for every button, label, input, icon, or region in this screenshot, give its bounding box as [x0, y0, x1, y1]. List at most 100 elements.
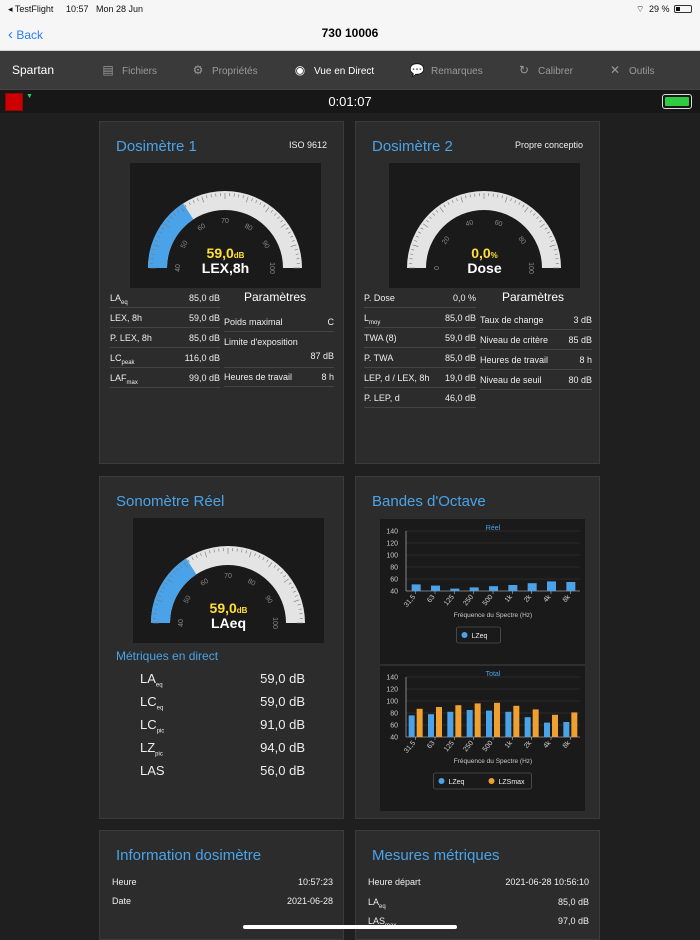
gear-icon: ⚙ — [190, 63, 206, 77]
metric-key: Taux de change — [480, 315, 544, 325]
metric-value: 0,0 % — [453, 293, 476, 303]
y-tick-label: 140 — [386, 675, 398, 682]
metric-key: LEP, d / LEX, 8h — [364, 373, 429, 383]
metric-row: P. Dose 0,0 % — [364, 290, 476, 308]
gauge-tick-label: 70 — [221, 218, 229, 225]
tab-proprietes[interactable]: ⚙Propriétés — [190, 63, 258, 77]
metric-key: LCeq — [140, 694, 163, 712]
x-tick-label: 250 — [462, 740, 475, 754]
x-axis-label: Fréquence du Spectre (Hz) — [454, 612, 532, 619]
bar-lzsmax — [455, 705, 461, 737]
tab-bar: Spartan ▤Fichiers ⚙Propriétés ◉Vue en Di… — [0, 51, 700, 89]
panel-title: Dosimètre 1 — [116, 138, 197, 155]
live-metrics-title: Métriques en direct — [116, 649, 218, 663]
wifi-icon: ⌔ — [636, 4, 644, 15]
gauge-label: LEX,8h — [130, 260, 321, 276]
metric-row: Heures de travail 8 h — [480, 352, 592, 370]
gauge-tick-label: 60 — [200, 578, 210, 588]
bar-lzeq — [489, 586, 498, 591]
bar-lzeq — [505, 712, 511, 737]
eye-icon: ◉ — [292, 63, 308, 77]
panel-title: Mesures métriques — [372, 847, 500, 864]
legend-label: LZeq — [472, 633, 488, 640]
refresh-icon: ↻ — [516, 63, 532, 77]
gauge-tick-label: 40 — [465, 219, 475, 228]
x-tick-label: 250 — [462, 594, 475, 608]
status-battery-icon — [674, 5, 692, 13]
bar-lzsmax — [533, 709, 539, 737]
tab-outils[interactable]: ✕Outils — [607, 63, 655, 77]
x-tick-label: 500 — [482, 594, 495, 608]
tab-vue-en-direct[interactable]: ◉Vue en Direct — [292, 63, 374, 77]
y-tick-label: 100 — [386, 699, 398, 706]
gauge-tick-label: 80 — [243, 223, 253, 233]
bar-lzeq — [409, 715, 415, 737]
metric-value: 3 dB — [573, 315, 592, 325]
metric-value: 8 h — [579, 355, 592, 365]
bar-lzsmax — [513, 706, 519, 737]
navigation-bar: ‹ Back 730 10006 — [0, 18, 700, 51]
x-tick-label: 4k — [542, 593, 552, 604]
bar-lzeq — [544, 723, 550, 737]
x-tick-label: 125 — [443, 594, 456, 608]
x-tick-label: 125 — [443, 740, 456, 754]
metric-value: 85,0 dB — [445, 313, 476, 323]
panel-title: Bandes d'Octave — [372, 493, 486, 510]
y-tick-label: 120 — [386, 541, 398, 548]
gauge-tick-label: 60 — [197, 223, 207, 233]
back-to-app[interactable]: ◂ TestFlight — [8, 4, 53, 15]
panel-title: Sonomètre Réel — [116, 493, 224, 510]
metric-value: 91,0 dB — [260, 717, 305, 732]
metric-value: 116,0 dB — [185, 353, 220, 363]
tab-fichiers[interactable]: ▤Fichiers — [100, 63, 157, 77]
comment-icon: 💬 — [409, 63, 425, 77]
bar-lzeq — [566, 582, 575, 591]
bar-lzsmax — [494, 703, 500, 737]
metric-value: 19,0 dB — [445, 373, 476, 383]
metric-value: 99,0 dB — [189, 373, 220, 383]
y-tick-label: 140 — [386, 529, 398, 536]
metric-value: 85,0 dB — [445, 353, 476, 363]
tab-calibrer[interactable]: ↻Calibrer — [516, 63, 573, 77]
home-indicator[interactable] — [243, 925, 457, 929]
metric-key: P. Dose — [364, 293, 395, 303]
bar-lzeq — [528, 583, 537, 591]
timer-bar: ▼ 0:01:07 — [0, 89, 700, 113]
elapsed-timer: 0:01:07 — [0, 94, 700, 109]
gauge-value: 59,0dB — [130, 245, 321, 261]
x-axis-label: Fréquence du Spectre (Hz) — [454, 758, 532, 765]
bar-lzeq — [547, 581, 556, 591]
status-battery-text: 29 % — [649, 4, 670, 14]
metric-value: 94,0 dB — [260, 740, 305, 755]
metric-key: LAFmax — [110, 373, 138, 386]
y-tick-label: 60 — [390, 723, 398, 730]
tab-remarques[interactable]: 💬Remarques — [409, 63, 483, 77]
status-date: Mon 28 Jun — [96, 4, 143, 14]
gauge-label: Dose — [389, 260, 580, 276]
bar-lzeq — [525, 717, 531, 737]
params-title: Paramètres — [244, 290, 306, 304]
bar-lzeq — [508, 585, 517, 591]
metric-key: P. LEP, d — [364, 393, 400, 403]
bar-lzsmax — [417, 709, 423, 737]
metric-key: Heures de travail — [480, 355, 548, 365]
metric-key: LAeq — [110, 293, 128, 306]
gauge-tick-label: 60 — [494, 219, 504, 228]
params-title: Paramètres — [502, 290, 564, 304]
battery-icon — [662, 94, 692, 109]
